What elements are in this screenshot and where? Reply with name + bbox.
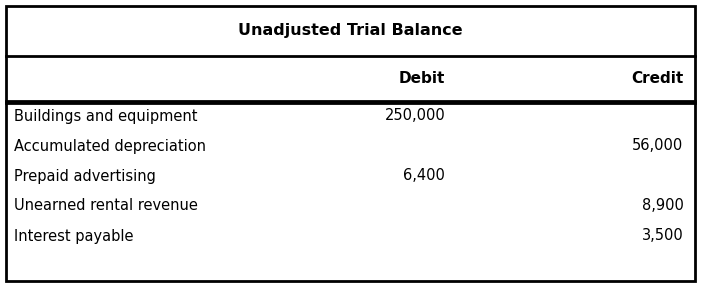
Text: Interest payable: Interest payable [14,228,133,243]
Text: 6,400: 6,400 [403,168,445,183]
Text: Unadjusted Trial Balance: Unadjusted Trial Balance [238,24,463,38]
Text: Unearned rental revenue: Unearned rental revenue [14,199,198,214]
Text: Prepaid advertising: Prepaid advertising [14,168,156,183]
Text: Buildings and equipment: Buildings and equipment [14,108,198,123]
Text: Accumulated depreciation: Accumulated depreciation [14,139,206,154]
Text: Credit: Credit [631,71,683,86]
Text: 250,000: 250,000 [384,108,445,123]
Text: Debit: Debit [399,71,445,86]
Text: 8,900: 8,900 [641,199,683,214]
Text: 56,000: 56,000 [632,139,683,154]
Text: 3,500: 3,500 [641,228,683,243]
